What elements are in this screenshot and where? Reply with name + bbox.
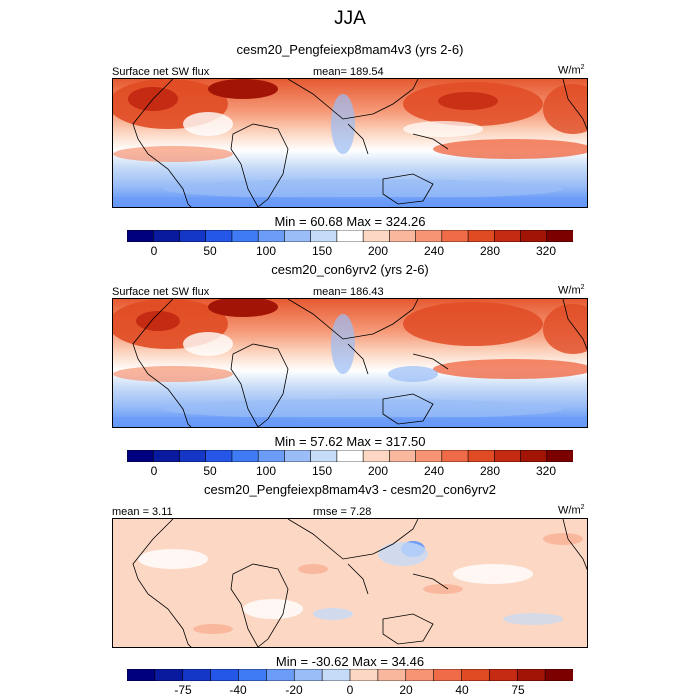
colorbar-swatch — [293, 669, 323, 681]
panel-2-tick: 280 — [479, 464, 501, 478]
panel-2-tick: 240 — [423, 464, 445, 478]
panel-1-map-field — [113, 79, 587, 207]
panel-1-title: cesm20_Pengfeiexp8mam4v3 (yrs 2-6) — [236, 42, 464, 57]
colorbar-swatch — [210, 669, 240, 681]
colorbar-swatch — [520, 450, 548, 462]
colorbar-swatch — [266, 669, 295, 681]
panel-2-minmax: Min = 57.62 Max = 317.50 — [274, 434, 426, 449]
panel-3-tick: 75 — [511, 683, 525, 697]
panel-3-map — [112, 518, 588, 648]
colorbar-swatch — [493, 450, 522, 462]
panel-3-tick: -40 — [229, 683, 247, 697]
panel-3-tick: -75 — [174, 683, 192, 697]
panel-1-tick: 280 — [479, 244, 501, 258]
panel-1-map — [112, 78, 588, 208]
colorbar-swatch — [362, 450, 390, 462]
panel-3-colorbar — [127, 669, 573, 681]
panel-3-tick: -20 — [285, 683, 303, 697]
panel-1-minmax: Min = 60.68 Max = 324.26 — [274, 214, 426, 229]
panel-1-tick: 240 — [423, 244, 445, 258]
panel-3-rmse-label: rmse = 7.28 — [313, 506, 372, 518]
panel-2-title: cesm20_con6yrv2 (yrs 2-6) — [271, 262, 429, 277]
colorbar-swatch — [441, 450, 469, 462]
colorbar-swatch — [238, 669, 267, 681]
colorbar-swatch — [231, 230, 259, 242]
colorbar-swatch — [231, 450, 259, 462]
panel-2-variable-label: Surface net SW flux — [112, 286, 210, 298]
panel-2-map — [112, 298, 588, 428]
panel-3-tick: 40 — [455, 683, 469, 697]
panel-3-map-field — [113, 519, 587, 647]
colorbar-swatch — [516, 669, 546, 681]
colorbar-swatch — [546, 230, 573, 242]
colorbar-swatch — [257, 450, 286, 462]
colorbar-swatch — [467, 450, 495, 462]
colorbar-swatch — [179, 450, 207, 462]
colorbar-swatch — [349, 669, 379, 681]
colorbar-swatch — [205, 230, 233, 242]
panel-1-tick: 0 — [150, 244, 158, 258]
colorbar-swatch — [441, 230, 469, 242]
colorbar-swatch — [336, 450, 364, 462]
panel-1-mean-label: mean= 189.54 — [313, 66, 384, 78]
panel-2-map-field — [113, 299, 587, 427]
panel-1-tick: 200 — [367, 244, 389, 258]
colorbar-swatch — [405, 669, 435, 681]
colorbar-swatch — [257, 230, 286, 242]
panel-3-title: cesm20_Pengfeiexp8mam4v3 - cesm20_con6yr… — [204, 482, 496, 497]
panel-2-tick: 0 — [150, 464, 158, 478]
colorbar-swatch — [546, 450, 573, 462]
colorbar-swatch — [284, 230, 312, 242]
colorbar-swatch — [182, 669, 212, 681]
panel-3-units: W/m2 — [558, 504, 585, 517]
colorbar-swatch — [205, 450, 233, 462]
panel-1-colorbar — [127, 230, 573, 242]
panel-1-variable-label: Surface net SW flux — [112, 66, 210, 78]
colorbar-swatch — [493, 230, 522, 242]
panel-3-tick: 20 — [399, 683, 413, 697]
colorbar-swatch — [489, 669, 518, 681]
colorbar-swatch — [377, 669, 407, 681]
colorbar-swatch — [127, 669, 156, 681]
panel-3-minmax: Min = -30.62 Max = 34.46 — [275, 654, 425, 669]
colorbar-swatch — [389, 230, 417, 242]
colorbar-swatch — [284, 450, 312, 462]
panel-2-tick: 100 — [255, 464, 277, 478]
colorbar-swatch — [310, 230, 338, 242]
panel-1-tick: 50 — [203, 244, 217, 258]
panel-3-tick: 0 — [346, 683, 354, 697]
colorbar-swatch — [310, 450, 338, 462]
colorbar-swatch — [362, 230, 390, 242]
panel-2-mean-label: mean= 186.43 — [313, 286, 384, 298]
colorbar-swatch — [433, 669, 463, 681]
panel-3-mean-label: mean = 3.11 — [112, 506, 173, 518]
colorbar-swatch — [179, 230, 207, 242]
colorbar-swatch — [127, 450, 154, 462]
panel-2-units: W/m2 — [558, 284, 585, 297]
colorbar-swatch — [336, 230, 364, 242]
colorbar-swatch — [415, 450, 443, 462]
panel-1-tick: 320 — [535, 244, 557, 258]
panel-2-colorbar — [127, 450, 573, 462]
colorbar-swatch — [544, 669, 573, 681]
colorbar-swatch — [461, 669, 490, 681]
colorbar-swatch — [154, 669, 184, 681]
panel-2-tick: 50 — [203, 464, 217, 478]
colorbar-swatch — [152, 230, 181, 242]
colorbar-swatch — [467, 230, 495, 242]
colorbar-swatch — [127, 230, 154, 242]
colorbar-swatch — [415, 230, 443, 242]
colorbar-swatch — [389, 450, 417, 462]
panel-1-tick: 150 — [311, 244, 333, 258]
colorbar-swatch — [520, 230, 548, 242]
figure-title: JJA — [334, 8, 366, 29]
panel-2-tick: 320 — [535, 464, 557, 478]
panel-1-tick: 100 — [255, 244, 277, 258]
colorbar-swatch — [152, 450, 181, 462]
panel-2-tick: 200 — [367, 464, 389, 478]
panel-1-units: W/m2 — [558, 64, 585, 77]
colorbar-swatch — [321, 669, 351, 681]
panel-2-tick: 150 — [311, 464, 333, 478]
